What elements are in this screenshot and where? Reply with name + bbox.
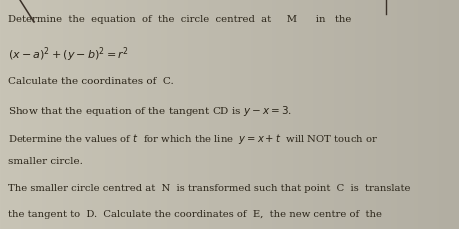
Text: Calculate the coordinates of  C.: Calculate the coordinates of C. — [8, 77, 174, 86]
Text: smaller circle.: smaller circle. — [8, 157, 83, 166]
Text: $(x-a)^2+(y-b)^2=r^2$: $(x-a)^2+(y-b)^2=r^2$ — [8, 46, 129, 64]
Text: the tangent to  D.  Calculate the coordinates of  E,  the new centre of  the: the tangent to D. Calculate the coordina… — [8, 210, 382, 218]
Text: The smaller circle centred at  N  is transformed such that point  C  is  transla: The smaller circle centred at N is trans… — [8, 184, 411, 193]
Text: Determine the values of $t$  for which the line  $y=x+t$  will NOT touch or: Determine the values of $t$ for which th… — [8, 132, 378, 146]
Text: Show that the equation of the tangent CD is $y-x=3$.: Show that the equation of the tangent CD… — [8, 104, 292, 118]
Text: Determine  the  equation  of  the  circle  centred  at     M      in   the: Determine the equation of the circle cen… — [8, 15, 352, 24]
